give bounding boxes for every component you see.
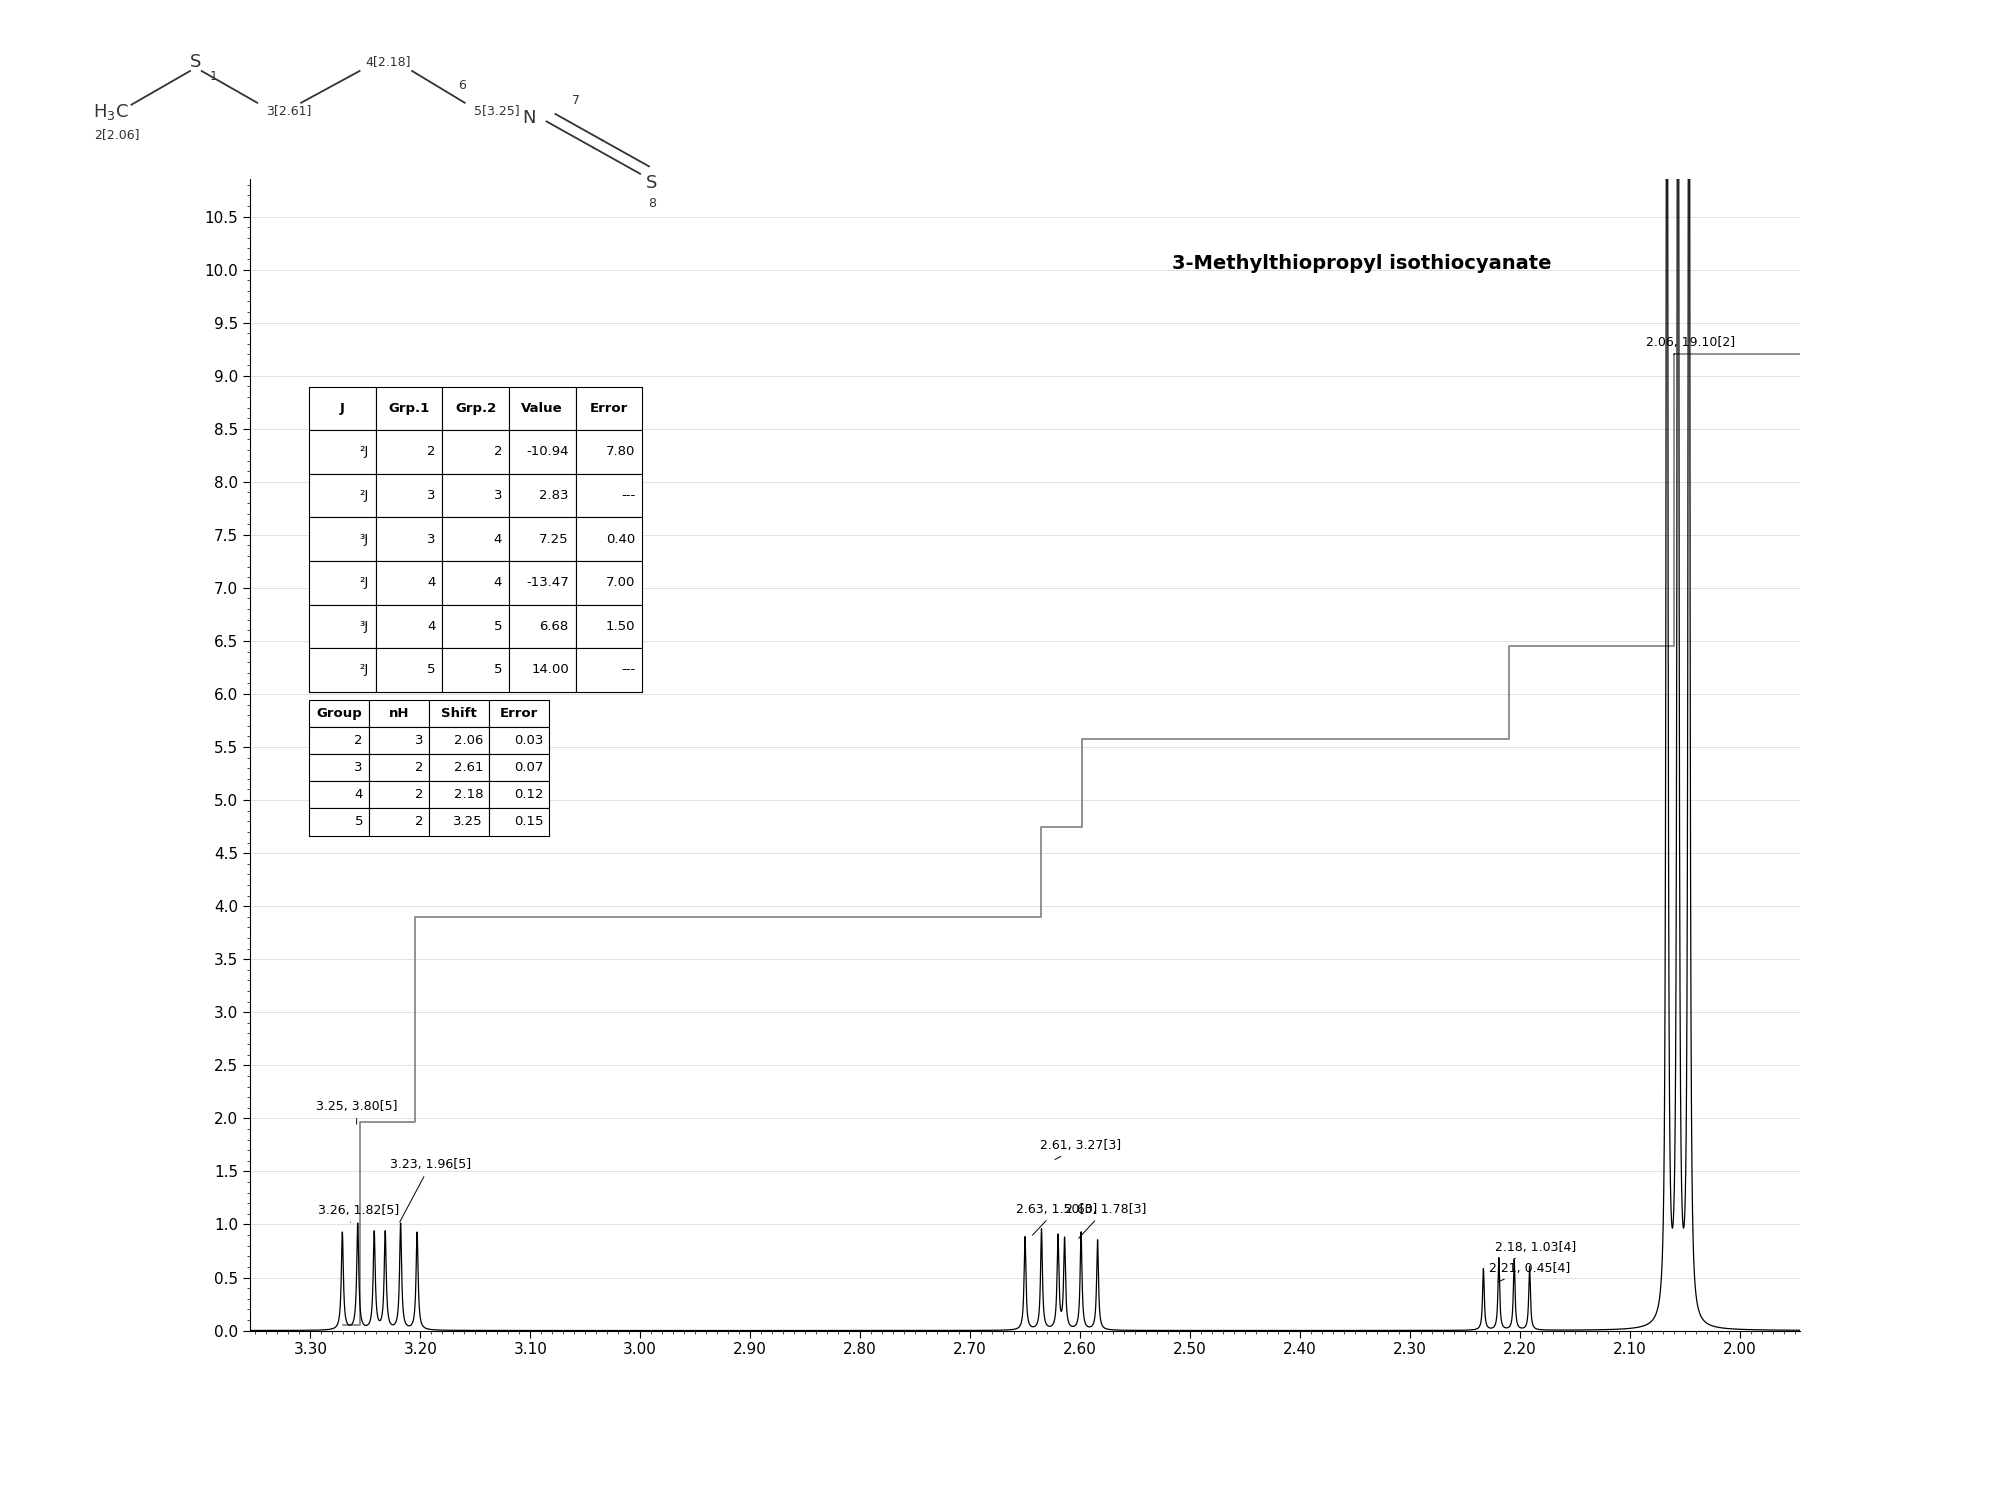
Text: 2.18, 1.03[4]: 2.18, 1.03[4] [1496,1241,1576,1259]
Text: 1: 1 [210,70,218,84]
Text: 3.23, 1.96[5]: 3.23, 1.96[5] [390,1159,470,1221]
Text: 2.21, 0.45[4]: 2.21, 0.45[4] [1488,1262,1570,1281]
Text: 2.61, 3.27[3]: 2.61, 3.27[3] [1040,1139,1122,1160]
Text: 3-Methylthiopropyl isothiocyanate: 3-Methylthiopropyl isothiocyanate [1172,254,1552,274]
Text: S: S [190,52,202,70]
Text: 2[2.06]: 2[2.06] [94,129,140,141]
Text: 3.25, 3.80[5]: 3.25, 3.80[5] [316,1100,398,1124]
Text: 8: 8 [648,197,656,211]
Text: $\mathregular{H_3C}$: $\mathregular{H_3C}$ [92,102,128,123]
Text: 2.06, 19.10[2]: 2.06, 19.10[2] [1646,336,1736,354]
Text: 3.26, 1.82[5]: 3.26, 1.82[5] [318,1203,400,1223]
Text: 5[3.25]: 5[3.25] [474,103,520,117]
Text: S: S [646,173,658,193]
Text: 4[2.18]: 4[2.18] [366,55,410,69]
Text: N: N [522,109,536,127]
Text: 6: 6 [458,79,466,93]
Text: 7: 7 [572,94,580,108]
Text: 2.60, 1.78[3]: 2.60, 1.78[3] [1064,1203,1146,1238]
Text: 2.63, 1.50[3]: 2.63, 1.50[3] [1016,1203,1098,1235]
Text: 3[2.61]: 3[2.61] [266,103,312,117]
